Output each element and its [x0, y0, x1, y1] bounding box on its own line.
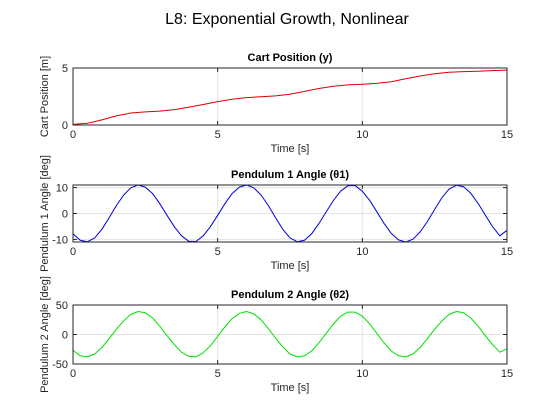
x-tick-label: 10	[356, 368, 368, 380]
x-tick-label: 15	[501, 368, 513, 380]
data-line	[72, 69, 508, 125]
axes-background	[73, 68, 507, 125]
x-tick-label: 0	[70, 246, 76, 258]
subplot-cart-position: 0 5 10 15 0 5 Cart Position (y) Time [s] Cart…	[39, 52, 513, 155]
subplot-title: Pendulum 1 Angle (θ1)	[231, 169, 349, 181]
y-tick-label: 0	[62, 120, 68, 132]
x-tick-label: 10	[356, 129, 368, 141]
data-line	[72, 311, 508, 358]
y-axis-label: Cart Position [m]	[39, 56, 51, 137]
x-axis-label: Time [s]	[271, 260, 310, 272]
figure-title: L8: Exponential Growth, Nonlinear	[165, 11, 409, 28]
plot-area	[72, 184, 508, 243]
y-tick-label: -50	[52, 359, 68, 371]
x-tick-label: 15	[501, 129, 513, 141]
plot-area	[72, 69, 508, 125]
ticks: 0 5 10 15 0 5	[62, 63, 513, 141]
y-tick-label: 50	[56, 300, 68, 312]
data-line	[72, 184, 508, 243]
x-axis-label: Time [s]	[271, 143, 310, 155]
plot-area	[72, 311, 508, 358]
x-tick-label: 10	[356, 246, 368, 258]
x-tick-label: 0	[70, 368, 76, 380]
grid	[217, 68, 363, 125]
y-tick-label: 10	[56, 183, 68, 195]
x-axis-label: Time [s]	[271, 382, 310, 394]
y-axis-label: Pendulum 2 Angle [deg]	[39, 276, 51, 393]
axes-frame	[72, 67, 508, 126]
x-tick-label: 5	[215, 368, 221, 380]
x-tick-label: 5	[215, 129, 221, 141]
subplot-title: Pendulum 2 Angle (θ2)	[231, 289, 349, 301]
x-tick-label: 0	[70, 129, 76, 141]
y-tick-label: 0	[62, 209, 68, 221]
subplot-title: Cart Position (y)	[248, 52, 333, 64]
x-tick-label: 15	[501, 246, 513, 258]
y-tick-label: 5	[62, 63, 68, 75]
y-axis-label: Pendulum 1 Angle [deg]	[39, 155, 51, 272]
y-tick-label: -10	[52, 234, 68, 246]
x-tick-label: 5	[215, 246, 221, 258]
grid	[73, 305, 507, 364]
y-tick-label: 0	[62, 330, 68, 342]
